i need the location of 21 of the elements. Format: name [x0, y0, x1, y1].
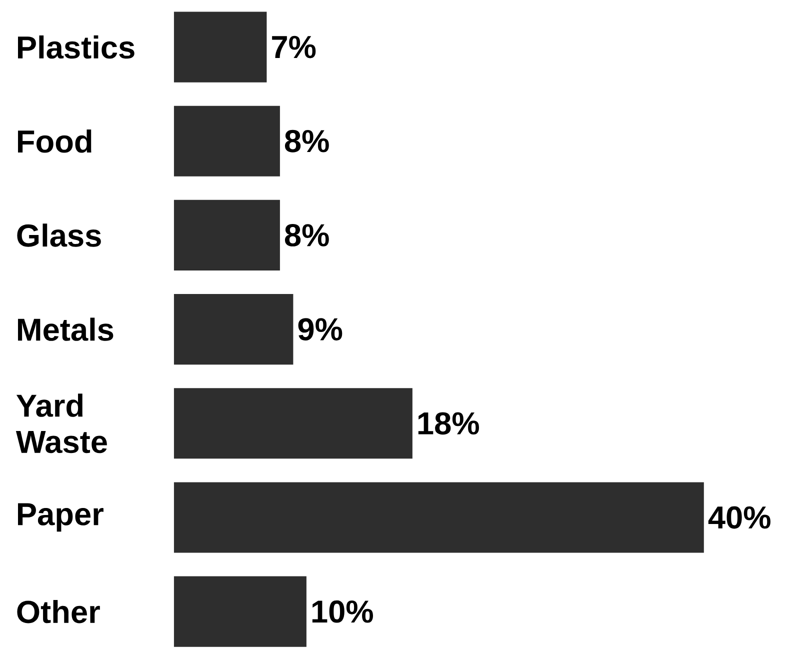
data-label: 18%: [418, 412, 479, 435]
data-label: 10%: [312, 600, 373, 623]
bar: [174, 482, 704, 553]
y-tick-label: Plastics: [18, 36, 134, 59]
bar: [174, 388, 412, 459]
data-label: 7%: [272, 36, 316, 58]
data-label: 8%: [284, 224, 329, 247]
bar: [174, 12, 267, 83]
bar: [174, 294, 294, 365]
y-tick-label: Metals: [18, 318, 114, 342]
bar: [174, 200, 280, 271]
y-tick-label: Other: [17, 600, 100, 624]
bar: [174, 106, 280, 177]
data-label: 40%: [708, 506, 770, 529]
y-tick-label: Food: [18, 130, 92, 153]
data-label: 9%: [298, 318, 342, 341]
y-tick-label: Yard Waste: [16, 394, 107, 454]
y-tick-label: Glass: [17, 224, 101, 248]
data-label: 8%: [284, 130, 329, 153]
y-tick-label: Paper: [18, 503, 104, 532]
bar: [174, 576, 306, 648]
